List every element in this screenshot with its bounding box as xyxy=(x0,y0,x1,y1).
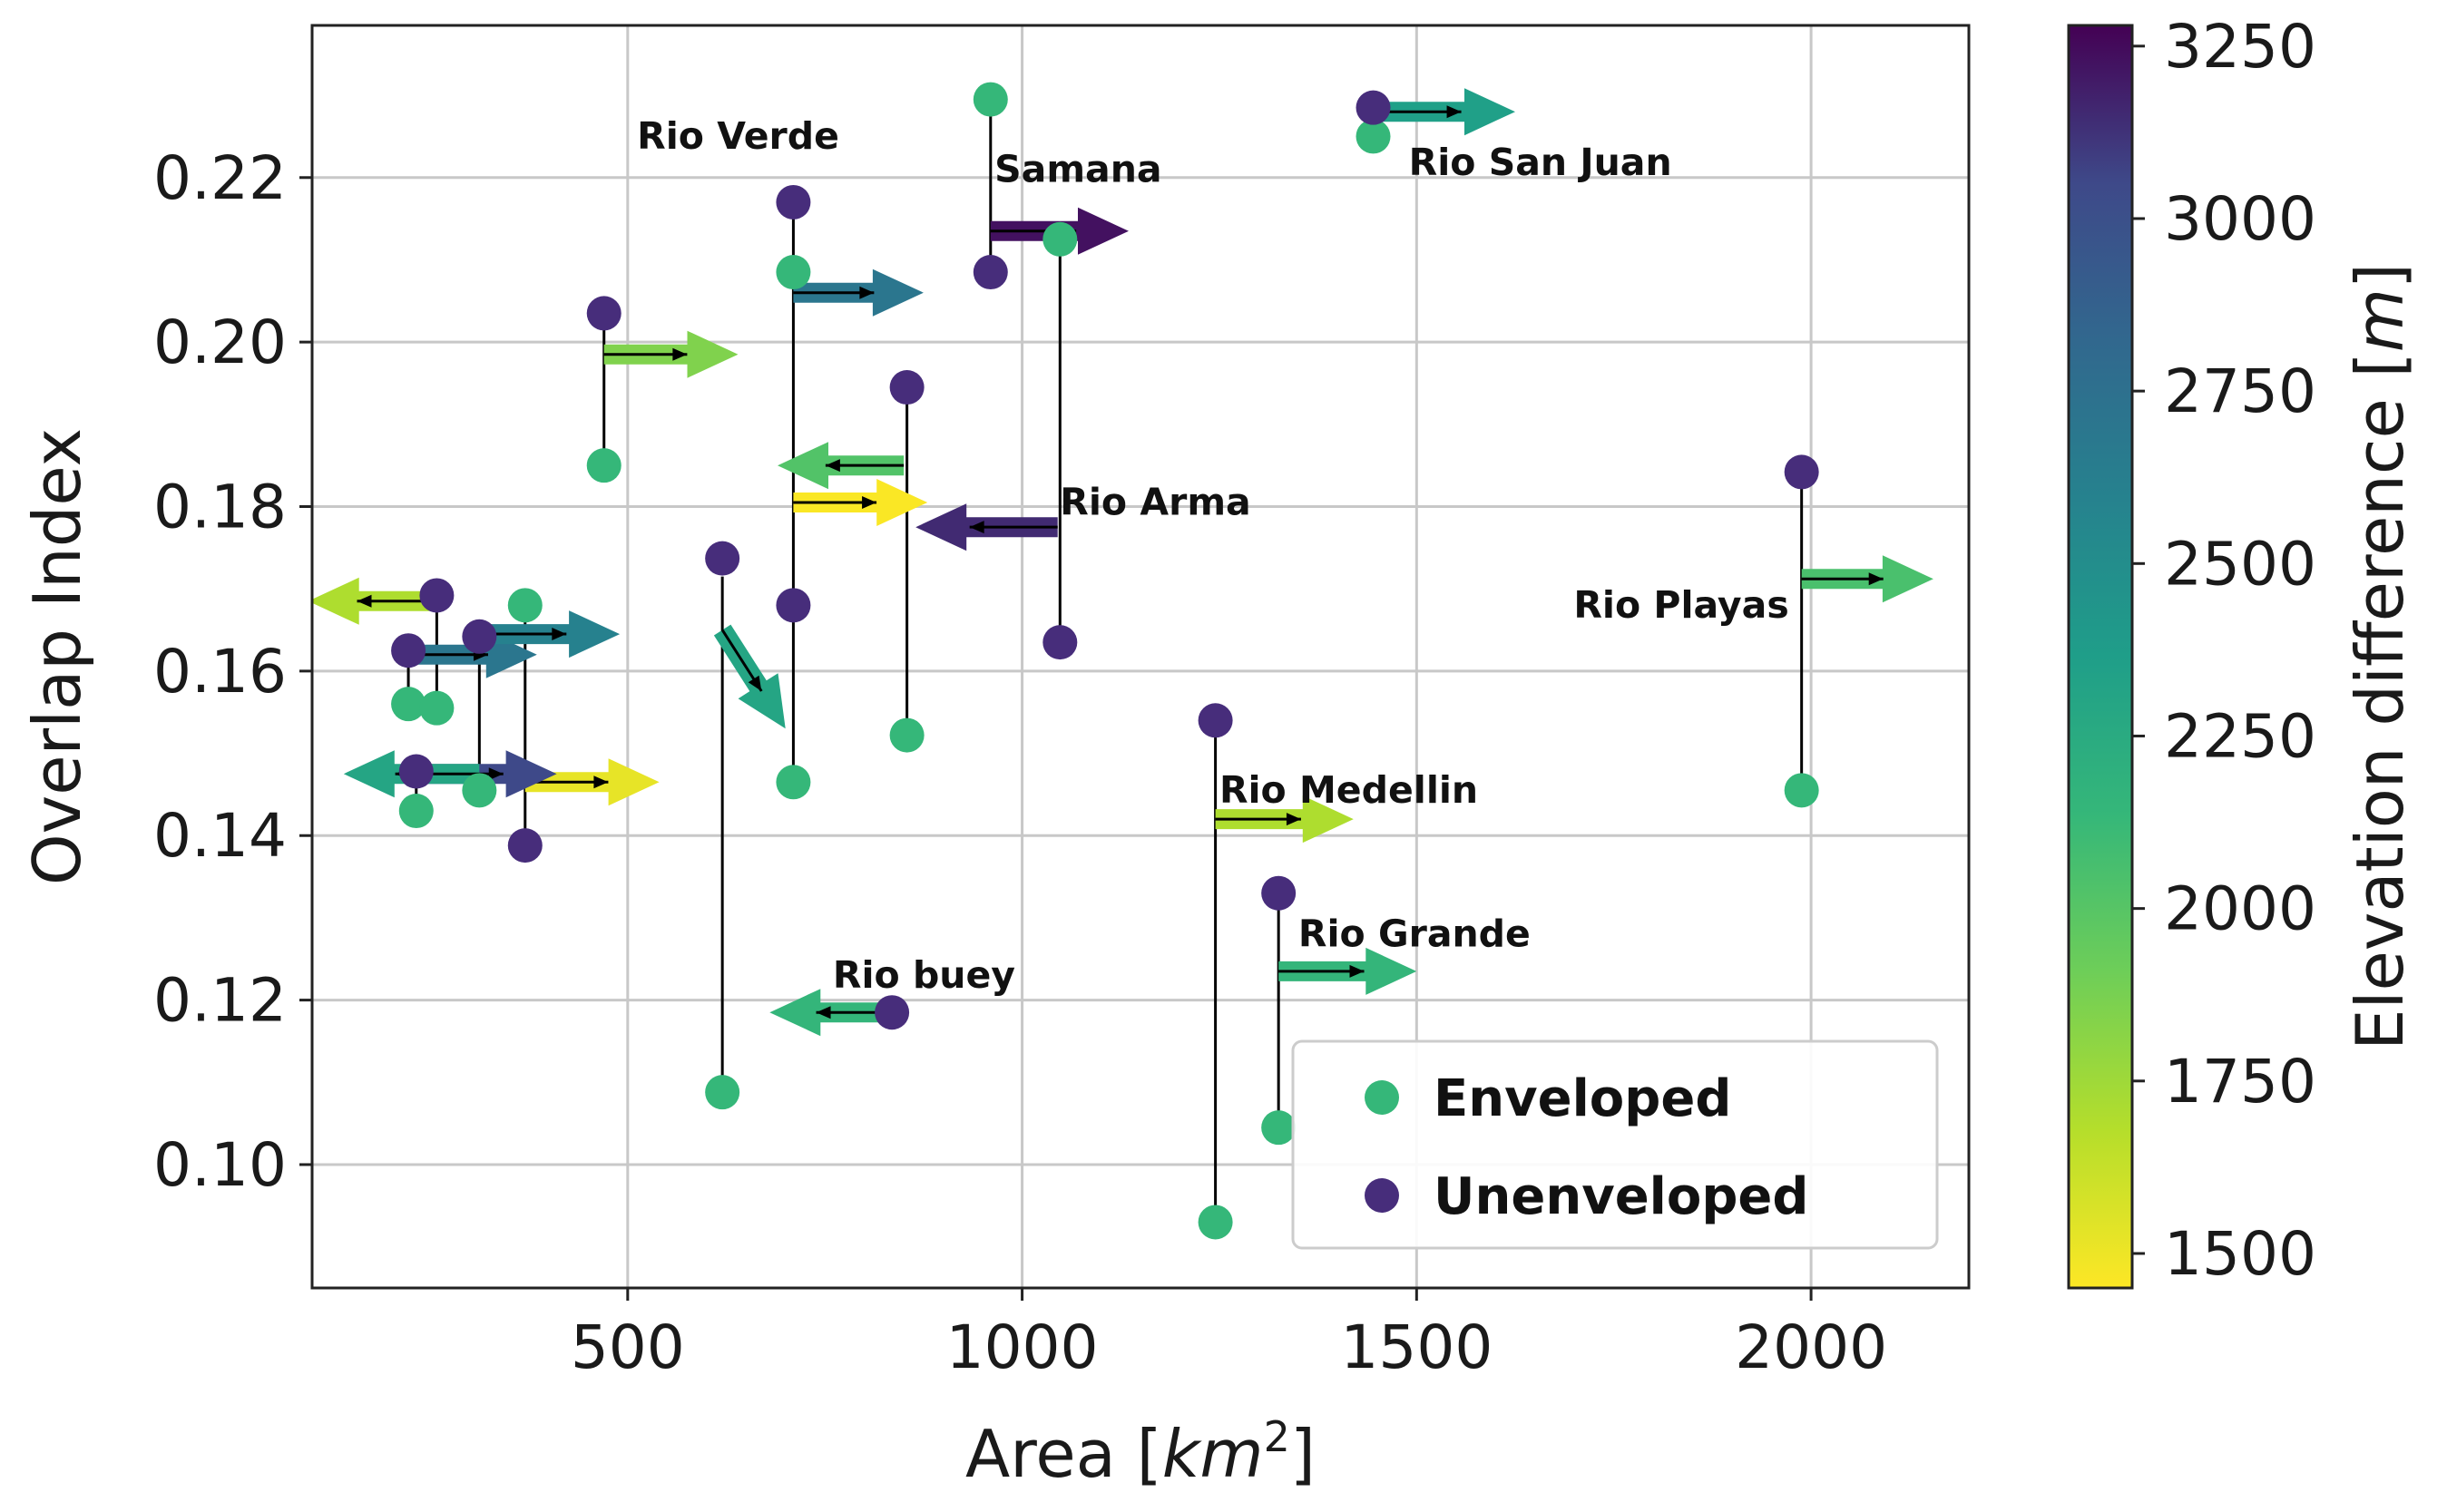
y-tick-label: 0.22 xyxy=(153,143,287,213)
enveloped-point xyxy=(391,687,426,722)
x-axis-title: Area [km2] xyxy=(965,1412,1316,1492)
arrow-head xyxy=(816,1006,831,1019)
enveloped-point xyxy=(398,794,434,829)
colorbar-gradient xyxy=(2067,24,2134,1290)
unenveloped-point xyxy=(1198,703,1233,738)
unenveloped-point xyxy=(586,296,622,331)
plot-frame xyxy=(310,24,1971,1290)
basin-label: Rio San Juan xyxy=(1409,141,1672,184)
legend-marker-unenveloped xyxy=(1365,1178,1399,1213)
arrow-head xyxy=(357,594,372,608)
arrow-head xyxy=(488,767,504,781)
arrow-head xyxy=(593,776,609,789)
colorbar-tick-label: 2500 xyxy=(2164,529,2316,599)
enveloped-point xyxy=(1042,221,1078,257)
enveloped-point xyxy=(586,448,622,483)
arrow-head xyxy=(969,521,984,534)
colorbar-ticks: 1500 1750 2000 2250 2500 2750 3000 3250 xyxy=(2132,12,2316,1289)
legend: Enveloped Unenveloped xyxy=(1291,1039,1939,1250)
y-tick-label: 0.20 xyxy=(153,307,287,377)
unenveloped-point xyxy=(705,541,740,576)
colorbar-tick-label: 1500 xyxy=(2164,1219,2316,1289)
y-tick-label: 0.16 xyxy=(153,637,287,707)
y-tick-label: 0.10 xyxy=(153,1130,287,1200)
enveloped-point xyxy=(776,255,811,290)
enveloped-point xyxy=(507,588,543,623)
enveloped-point xyxy=(705,1075,740,1110)
unenveloped-point xyxy=(1356,90,1391,125)
grid xyxy=(312,25,1969,1288)
colorbar-tick-label: 2250 xyxy=(2164,701,2316,771)
unenveloped-point xyxy=(776,184,811,219)
colorbar: 1500 1750 2000 2250 2500 2750 3000 3250 Elevati… xyxy=(2067,12,2418,1290)
legend-marker-enveloped xyxy=(1365,1080,1399,1115)
enveloped-point xyxy=(462,773,497,808)
y-axis-title: Overlap Index xyxy=(19,428,95,885)
enveloped-point xyxy=(1784,773,1819,808)
basin-label: Rio Verde xyxy=(637,114,839,158)
enveloped-point xyxy=(776,765,811,800)
y-axis-ticks: 0.10 0.12 0.14 0.16 0.18 0.20 0.22 xyxy=(153,143,312,1200)
unenveloped-point xyxy=(875,995,910,1030)
scatter-points xyxy=(391,82,1819,1240)
legend-label-unenveloped: Unenveloped xyxy=(1434,1167,1809,1226)
unenveloped-point xyxy=(1261,875,1297,911)
unenveloped-point xyxy=(507,828,543,863)
unenveloped-point xyxy=(776,588,811,623)
unenveloped-point xyxy=(1784,454,1819,490)
unenveloped-point xyxy=(1042,625,1078,660)
legend-label-enveloped: Enveloped xyxy=(1434,1069,1731,1128)
colorbar-tick-label: 3250 xyxy=(2164,12,2316,82)
enveloped-point xyxy=(1261,1110,1297,1146)
arrow-head xyxy=(859,286,875,299)
elevation-arrow xyxy=(713,624,786,729)
colorbar-title: Elevation difference [m] xyxy=(2342,263,2418,1050)
basin-labels: Rio Verde Samana Rio San Juan Rio Arma Rio P… xyxy=(637,114,1789,997)
unenveloped-point xyxy=(391,633,426,668)
unenveloped-point xyxy=(419,578,455,613)
colorbar-tick-label: 2750 xyxy=(2164,356,2316,426)
unenveloped-point xyxy=(462,619,497,654)
enveloped-point xyxy=(1356,119,1391,154)
arrow-head xyxy=(1446,105,1462,119)
x-axis-ticks: 500 1000 1500 2000 xyxy=(571,1288,1887,1382)
basin-label: Rio Playas xyxy=(1573,583,1788,627)
basin-label: Samana xyxy=(994,147,1161,190)
basin-label: Rio Arma xyxy=(1060,481,1250,524)
y-tick-label: 0.12 xyxy=(153,966,287,1036)
arrow-head xyxy=(862,495,877,509)
arrow-head xyxy=(1349,964,1365,978)
basin-label: Rio buey xyxy=(833,953,1015,997)
arrow-head xyxy=(748,675,762,691)
basin-label: Rio Medellin xyxy=(1219,768,1478,812)
x-tick-label: 2000 xyxy=(1735,1312,1887,1382)
arrow-head xyxy=(552,628,567,641)
arrow-head xyxy=(1286,813,1301,826)
unenveloped-point xyxy=(889,370,925,405)
basin-label: Rio Grande xyxy=(1298,912,1531,956)
arrow-head xyxy=(1868,572,1884,586)
enveloped-point xyxy=(419,690,455,726)
enveloped-point xyxy=(973,82,1008,117)
colorbar-tick-label: 1750 xyxy=(2164,1047,2316,1117)
enveloped-point xyxy=(1198,1205,1233,1240)
x-tick-label: 1500 xyxy=(1340,1312,1493,1382)
unenveloped-point xyxy=(973,255,1008,290)
unenveloped-point xyxy=(398,754,434,789)
colorbar-tick-label: 3000 xyxy=(2164,184,2316,254)
enveloped-point xyxy=(889,717,925,753)
colorbar-tick-label: 2000 xyxy=(2164,874,2316,944)
arrow-head xyxy=(825,459,840,473)
y-tick-label: 0.18 xyxy=(153,473,287,542)
x-tick-label: 500 xyxy=(571,1312,685,1382)
x-tick-label: 1000 xyxy=(946,1312,1099,1382)
arrow-head xyxy=(672,347,688,361)
legend-box xyxy=(1291,1039,1939,1250)
y-tick-label: 0.14 xyxy=(153,801,287,871)
